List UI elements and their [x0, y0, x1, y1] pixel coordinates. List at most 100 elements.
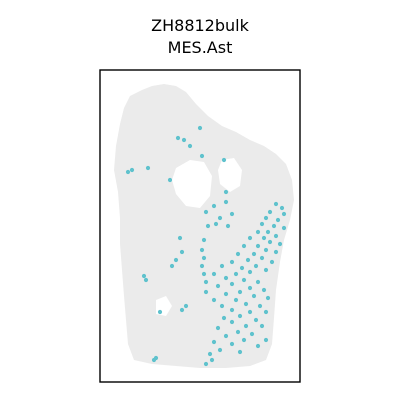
highlight-spot-62	[223, 291, 229, 297]
highlight-spot-14	[229, 211, 235, 217]
highlight-spot-102	[141, 273, 147, 279]
highlight-spot-31	[261, 235, 267, 241]
highlight-spot-45	[253, 263, 259, 269]
highlight-spot-90	[209, 357, 215, 363]
highlight-spot-81	[249, 331, 255, 337]
highlight-spot-91	[203, 361, 209, 367]
highlight-spot-94	[199, 247, 205, 253]
highlight-spot-79	[215, 325, 221, 331]
chart-title-line-2: MES.Ast	[168, 38, 233, 57]
highlight-spot-108	[153, 355, 159, 361]
highlight-spot-86	[229, 341, 235, 347]
highlight-spot-13	[203, 209, 209, 215]
highlight-spot-92	[255, 343, 261, 349]
highlight-spot-34	[277, 241, 283, 247]
highlight-spot-74	[221, 315, 227, 321]
highlight-spot-33	[267, 239, 273, 245]
highlight-spot-84	[263, 337, 269, 343]
highlight-spot-57	[215, 283, 221, 289]
highlight-spot-54	[255, 279, 261, 285]
highlight-spot-65	[211, 297, 217, 303]
highlight-spot-71	[247, 309, 253, 315]
highlight-spot-49	[247, 269, 253, 275]
highlight-spot-87	[217, 347, 223, 353]
highlight-spot-8	[145, 165, 151, 171]
highlight-spot-61	[203, 289, 209, 295]
highlight-spot-80	[235, 329, 241, 335]
highlight-spot-96	[199, 263, 205, 269]
highlight-spot-36	[241, 243, 247, 249]
highlight-spot-16	[205, 223, 211, 229]
highlight-spot-27	[281, 225, 287, 231]
highlight-spot-20	[279, 205, 285, 211]
highlight-spot-100	[173, 257, 179, 263]
highlight-spot-35	[255, 243, 261, 249]
highlight-spot-42	[245, 257, 251, 263]
highlight-spot-44	[229, 259, 235, 265]
highlight-spot-82	[223, 333, 229, 339]
highlight-spot-89	[237, 349, 243, 355]
highlight-spot-19	[273, 201, 279, 207]
highlight-spot-56	[229, 281, 235, 287]
highlight-spot-53	[241, 277, 247, 283]
highlight-spot-85	[211, 339, 217, 345]
highlight-spot-22	[281, 211, 287, 217]
highlight-spot-63	[251, 293, 257, 299]
highlight-spot-76	[229, 319, 235, 325]
highlight-spot-106	[157, 309, 163, 315]
highlight-spot-95	[201, 255, 207, 261]
highlight-spot-68	[257, 303, 263, 309]
highlight-spot-104	[183, 303, 189, 309]
highlight-spot-3	[187, 143, 193, 149]
highlight-spot-52	[223, 275, 229, 281]
highlight-spot-58	[247, 285, 253, 291]
highlight-spot-70	[229, 307, 235, 313]
highlight-spot-5	[221, 157, 227, 163]
highlighted-spots-layer	[125, 125, 287, 367]
chart-title-line-1: ZH8812bulk	[151, 16, 249, 35]
highlight-spot-21	[267, 209, 273, 215]
highlight-spot-105	[179, 307, 185, 313]
highlight-spot-43	[269, 259, 275, 265]
highlight-spot-7	[129, 167, 135, 173]
axes-frame	[99, 69, 301, 383]
highlight-spot-25	[259, 221, 265, 227]
highlight-spot-4	[199, 153, 205, 159]
highlight-spot-66	[233, 297, 239, 303]
highlight-spot-39	[251, 251, 257, 257]
highlight-spot-83	[241, 337, 247, 343]
highlight-spot-98	[177, 235, 183, 241]
highlight-spot-24	[275, 217, 281, 223]
highlight-spot-2	[197, 125, 203, 131]
highlight-spot-48	[263, 267, 269, 273]
highlight-spot-18	[225, 223, 231, 229]
highlight-spot-29	[255, 229, 261, 235]
highlight-spot-50	[233, 271, 239, 277]
highlight-spot-97	[201, 271, 207, 277]
highlight-spot-26	[271, 223, 277, 229]
highlight-spot-72	[263, 309, 269, 315]
plot-area	[114, 84, 294, 368]
highlight-spot-0	[175, 135, 181, 141]
highlight-spot-103	[143, 277, 149, 283]
highlight-spot-75	[253, 317, 259, 323]
highlight-spot-77	[243, 323, 249, 329]
highlight-spot-30	[273, 233, 279, 239]
highlight-spot-15	[217, 215, 223, 221]
highlight-spot-64	[265, 295, 271, 301]
highlight-spot-41	[259, 255, 265, 261]
highlight-spot-32	[247, 235, 253, 241]
highlight-spot-101	[169, 263, 175, 269]
highlight-spot-37	[263, 247, 269, 253]
highlight-spot-93	[201, 237, 207, 243]
highlight-spot-12	[211, 203, 217, 209]
highlight-spot-88	[207, 351, 213, 357]
highlight-spot-60	[237, 289, 243, 295]
highlight-spot-78	[259, 323, 265, 329]
highlight-spot-73	[237, 313, 243, 319]
highlight-spot-69	[219, 303, 225, 309]
highlight-spot-23	[263, 215, 269, 221]
highlight-spot-99	[179, 249, 185, 255]
tissue-background-spots	[114, 84, 294, 368]
